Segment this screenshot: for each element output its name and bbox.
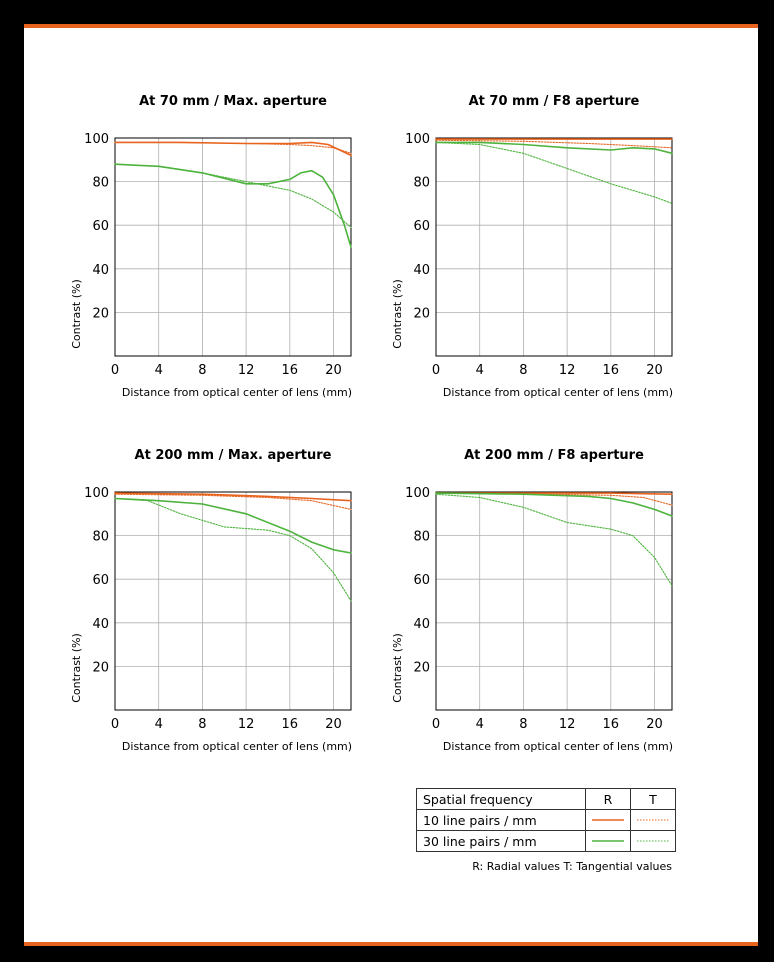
x-tick-label: 8 — [198, 717, 206, 732]
y-tick-label: 20 — [413, 660, 430, 675]
y-axis-label: Contrast (%) — [70, 633, 83, 703]
series-30lp-t — [114, 497, 352, 602]
x-tick-label: 12 — [559, 717, 576, 732]
x-tick-label: 8 — [198, 363, 206, 378]
x-tick-label: 20 — [646, 717, 663, 732]
x-tick-label: 12 — [238, 717, 255, 732]
plot-frame — [114, 137, 352, 357]
y-tick-label: 60 — [413, 219, 430, 234]
legend-header-r: R — [585, 788, 631, 810]
x-tick-label: 4 — [155, 717, 163, 732]
x-tick-label: 20 — [646, 363, 663, 378]
x-axis-label: Distance from optical center of lens (mm… — [122, 740, 352, 753]
y-tick-label: 40 — [92, 263, 109, 278]
x-tick-label: 0 — [111, 717, 119, 732]
x-tick-label: 0 — [432, 717, 440, 732]
y-tick-label: 100 — [84, 132, 109, 147]
legend-row-30: 30 line pairs / mm — [416, 830, 676, 852]
x-tick-label: 16 — [603, 717, 620, 732]
x-tick-label: 12 — [238, 363, 255, 378]
legend-header-row: Spatial frequency R T — [416, 788, 676, 810]
legend-swatch-30-r — [585, 830, 631, 852]
bottom-accent-bar — [24, 942, 758, 946]
top-accent-bar — [24, 24, 758, 28]
x-tick-label: 12 — [559, 363, 576, 378]
y-tick-label: 20 — [92, 660, 109, 675]
y-tick-label: 100 — [84, 486, 109, 501]
chart-svg: 0 4 8 12 16 20 20 40 60 80 100 Distance from optica… — [391, 132, 673, 399]
series-30lp-r — [435, 141, 673, 155]
plot-frame — [435, 491, 673, 711]
legend-swatch-10-t — [630, 809, 676, 831]
y-axis-label: Contrast (%) — [70, 279, 83, 349]
chart-title: At 200 mm / F8 aperture — [464, 448, 644, 463]
legend-table: Spatial frequency R T 10 line pairs / mm… — [416, 788, 676, 852]
y-tick-label: 40 — [92, 617, 109, 632]
chart-svg: 0 4 8 12 16 20 20 40 60 80 100 Distance from optica… — [70, 486, 352, 753]
chart-200mm-max-aperture: At 200 mm / Max. aperture 0 4 8 12 16 20 20 40 6… — [68, 404, 398, 753]
series-30lp-t — [435, 141, 673, 204]
y-tick-label: 80 — [92, 530, 109, 545]
series-30lp-t — [435, 493, 673, 587]
y-tick-label: 100 — [405, 486, 430, 501]
x-tick-label: 4 — [476, 717, 484, 732]
y-tick-label: 80 — [92, 176, 109, 191]
series-30lp-r — [114, 163, 352, 248]
legend-swatch-10-r — [585, 809, 631, 831]
chart-title: At 200 mm / Max. aperture — [134, 448, 332, 463]
legend-swatch-30-t — [630, 830, 676, 852]
legend-row-10: 10 line pairs / mm — [416, 809, 676, 831]
chart-svg: 0 4 8 12 16 20 20 40 60 80 100 Distance from optica… — [391, 486, 673, 753]
chart-title: At 70 mm / Max. aperture — [139, 94, 327, 109]
series-30lp-r — [435, 492, 673, 517]
legend-row-30-label: 30 line pairs / mm — [416, 830, 586, 852]
series-10lp-t — [435, 139, 673, 149]
chart-svg: 0 4 8 12 16 20 20 40 60 80 100 Distance from optica… — [70, 132, 352, 399]
series-10lp-r — [114, 141, 352, 157]
x-tick-label: 16 — [603, 363, 620, 378]
legend-header-t: T — [630, 788, 676, 810]
y-tick-label: 80 — [413, 176, 430, 191]
plot-frame — [114, 491, 352, 711]
x-tick-label: 8 — [519, 363, 527, 378]
y-tick-label: 80 — [413, 530, 430, 545]
series-10lp-r — [114, 492, 352, 502]
plot-frame — [435, 137, 673, 357]
series-10lp-t — [114, 141, 352, 154]
chart-70mm-max-aperture: At 70 mm / Max. aperture 0 4 8 12 16 20 20 40 60… — [68, 50, 398, 399]
x-tick-label: 4 — [155, 363, 163, 378]
x-tick-label: 20 — [325, 717, 342, 732]
y-axis-label: Contrast (%) — [391, 633, 404, 703]
x-tick-label: 0 — [432, 363, 440, 378]
chart-70mm-f8-aperture: At 70 mm / F8 aperture 0 4 8 12 16 20 20 40 60 80… — [389, 50, 719, 399]
page: At 70 mm / Max. aperture 0 4 8 12 16 20 20 40 60… — [24, 24, 758, 946]
y-tick-label: 100 — [405, 132, 430, 147]
x-tick-label: 20 — [325, 363, 342, 378]
x-axis-label: Distance from optical center of lens (mm… — [443, 740, 673, 753]
x-tick-label: 16 — [282, 363, 299, 378]
y-tick-label: 40 — [413, 263, 430, 278]
y-tick-label: 40 — [413, 617, 430, 632]
y-tick-label: 20 — [413, 306, 430, 321]
legend-row-10-label: 10 line pairs / mm — [416, 809, 586, 831]
y-tick-label: 60 — [92, 573, 109, 588]
y-axis-label: Contrast (%) — [391, 279, 404, 349]
x-tick-label: 8 — [519, 717, 527, 732]
x-axis-label: Distance from optical center of lens (mm… — [443, 386, 673, 399]
x-axis-label: Distance from optical center of lens (mm… — [122, 386, 352, 399]
series-30lp-t — [114, 163, 352, 228]
legend-note: R: Radial values T: Tangential values — [472, 860, 672, 873]
x-tick-label: 16 — [282, 717, 299, 732]
series-30lp-r — [114, 497, 352, 554]
series-10lp-t — [114, 493, 352, 510]
y-tick-label: 60 — [413, 573, 430, 588]
chart-title: At 70 mm / F8 aperture — [468, 94, 640, 109]
chart-200mm-f8-aperture: At 200 mm / F8 aperture 0 4 8 12 16 20 20 40 60 8… — [389, 404, 719, 753]
x-tick-label: 4 — [476, 363, 484, 378]
y-tick-label: 60 — [92, 219, 109, 234]
y-tick-label: 20 — [92, 306, 109, 321]
x-tick-label: 0 — [111, 363, 119, 378]
legend-header-label: Spatial frequency — [416, 788, 586, 810]
